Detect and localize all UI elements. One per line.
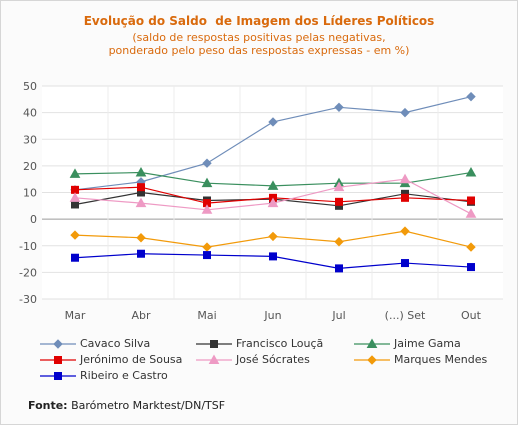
data-point-jose-socrates bbox=[267, 197, 279, 208]
data-point-jose-socrates bbox=[399, 173, 411, 184]
source-note: Fonte: Barómetro Marktest/DN/TSF bbox=[28, 399, 225, 412]
source-text: Barómetro Marktest/DN/TSF bbox=[67, 399, 226, 412]
data-point-jaime-gama bbox=[69, 168, 81, 178]
legend-swatch-marques-mendes bbox=[354, 355, 390, 365]
legend-swatch-marker bbox=[366, 338, 378, 348]
source-lead: Fonte: bbox=[28, 399, 68, 412]
data-point-ribeiro-e-castro bbox=[203, 251, 211, 260]
legend-swatch-jeronimo-de-sousa bbox=[40, 356, 76, 364]
data-point-jose-socrates bbox=[333, 181, 345, 192]
legend-label-jaime-gama: Jaime Gama bbox=[394, 337, 461, 350]
data-point-jeronimo-de-sousa bbox=[71, 185, 79, 194]
x-tick-label: Jul bbox=[331, 309, 345, 322]
x-tick-label: Jun bbox=[263, 309, 281, 322]
chart-subtitle: (saldo de respostas positivas pelas nega… bbox=[0, 31, 518, 57]
y-tick-label: -30 bbox=[19, 293, 37, 306]
legend-label-jeronimo-de-sousa: Jerónimo de Sousa bbox=[80, 353, 183, 366]
chart-title: Evolução do Saldo de Imagem dos Líderes … bbox=[83, 14, 435, 28]
data-point-jose-socrates bbox=[201, 204, 213, 214]
data-point-marques-mendes bbox=[70, 230, 80, 240]
data-point-cavaco-silva bbox=[400, 107, 410, 118]
y-tick-label: 0 bbox=[30, 213, 37, 226]
y-tick-label: 50 bbox=[23, 80, 37, 93]
series-ribeiro-e-castro bbox=[71, 249, 475, 273]
data-point-jeronimo-de-sousa bbox=[467, 196, 475, 205]
data-point-jaime-gama bbox=[267, 180, 279, 190]
y-tick-label: -10 bbox=[19, 240, 37, 253]
data-point-cavaco-silva bbox=[268, 117, 278, 127]
data-point-jeronimo-de-sousa bbox=[401, 193, 409, 202]
data-point-jaime-gama bbox=[135, 167, 147, 177]
data-point-jeronimo-de-sousa bbox=[335, 197, 343, 206]
legend-swatch-marker bbox=[54, 356, 62, 364]
data-point-cavaco-silva bbox=[466, 91, 476, 102]
y-tick-label: 10 bbox=[23, 187, 37, 200]
data-point-ribeiro-e-castro bbox=[71, 253, 79, 262]
data-point-jaime-gama bbox=[201, 177, 213, 188]
data-point-jose-socrates bbox=[465, 208, 477, 218]
x-tick-label: Out bbox=[461, 309, 482, 322]
y-tick-label: 30 bbox=[23, 133, 37, 146]
data-point-jeronimo-de-sousa bbox=[137, 183, 145, 192]
data-point-marques-mendes bbox=[466, 242, 476, 252]
data-point-cavaco-silva bbox=[202, 158, 212, 168]
legend-swatch-cavaco-silva bbox=[40, 339, 76, 349]
data-point-jose-socrates bbox=[135, 197, 147, 208]
legend-swatch-marker bbox=[208, 354, 220, 364]
legend-swatch-marker bbox=[54, 372, 62, 380]
legend-swatch-ribeiro-e-castro bbox=[40, 372, 76, 380]
data-point-francisco-louca bbox=[71, 200, 79, 209]
data-point-marques-mendes bbox=[268, 231, 278, 242]
x-tick-label: Abr bbox=[131, 309, 151, 322]
chart-subtitle-line-1: (saldo de respostas positivas pelas nega… bbox=[132, 31, 386, 44]
data-point-ribeiro-e-castro bbox=[137, 249, 145, 258]
legend-swatch-marker bbox=[367, 355, 377, 365]
data-point-ribeiro-e-castro bbox=[335, 264, 343, 273]
x-tick-label: (...) Set bbox=[385, 309, 426, 322]
legend-swatch-jaime-gama bbox=[354, 338, 390, 348]
legend-swatch-francisco-louca bbox=[196, 340, 232, 348]
data-point-marques-mendes bbox=[136, 233, 146, 243]
y-tick-label: -20 bbox=[19, 266, 37, 279]
legend-swatch-jose-socrates bbox=[196, 354, 232, 364]
legend-label-jose-socrates: José Sócrates bbox=[236, 353, 310, 366]
legend-swatch-marker bbox=[210, 340, 218, 348]
legend-label-francisco-louca: Francisco Louçã bbox=[236, 337, 324, 350]
chart-subtitle-line-2: ponderado pelo peso das respostas expres… bbox=[108, 44, 410, 57]
data-point-marques-mendes bbox=[334, 237, 344, 247]
series-jose-socrates bbox=[69, 173, 477, 218]
data-point-cavaco-silva bbox=[334, 102, 344, 113]
data-point-ribeiro-e-castro bbox=[269, 252, 277, 261]
x-tick-label: Mai bbox=[197, 309, 216, 322]
legend-swatch-marker bbox=[53, 339, 63, 349]
y-tick-label: 40 bbox=[23, 107, 37, 120]
legend-label-marques-mendes: Marques Mendes bbox=[394, 353, 488, 366]
legend-label-cavaco-silva: Cavaco Silva bbox=[80, 337, 151, 350]
data-point-jaime-gama bbox=[465, 167, 477, 177]
x-tick-label: Mar bbox=[65, 309, 86, 322]
y-tick-label: 20 bbox=[23, 160, 37, 173]
data-point-ribeiro-e-castro bbox=[401, 259, 409, 268]
data-point-ribeiro-e-castro bbox=[467, 263, 475, 272]
legend-label-ribeiro-e-castro: Ribeiro e Castro bbox=[80, 369, 168, 382]
data-point-marques-mendes bbox=[400, 226, 410, 236]
data-point-jose-socrates bbox=[69, 192, 81, 202]
